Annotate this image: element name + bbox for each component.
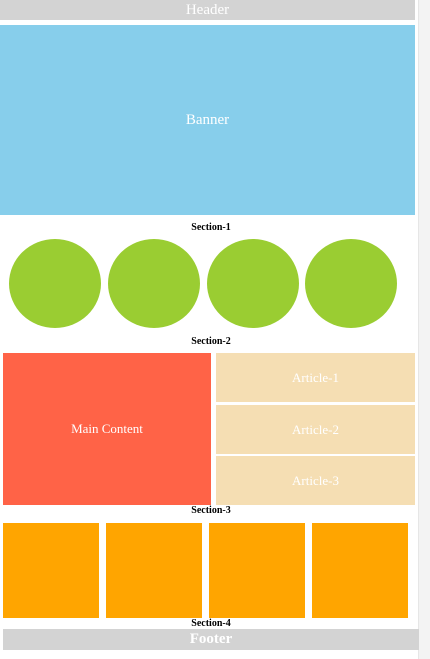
main-content: Main Content [3, 353, 211, 505]
page-footer: Footer [3, 629, 419, 650]
article-1: Article-1 [216, 353, 415, 402]
footer-label: Footer [189, 631, 233, 647]
circle-item [207, 239, 299, 328]
page-header: Header [0, 0, 415, 20]
section-2-label: Section-2 [191, 336, 231, 347]
page-scrollbar[interactable] [418, 0, 430, 659]
article-label: Article-2 [292, 421, 339, 437]
banner-label: Banner [185, 111, 230, 128]
article-label: Article-3 [292, 472, 339, 488]
article-label: Article-1 [292, 369, 339, 385]
section-1-label: Section-1 [191, 222, 231, 233]
circle-item [305, 239, 397, 328]
circle-item [9, 239, 101, 328]
orange-box [312, 523, 408, 618]
circle-item [108, 239, 200, 328]
section-3-label: Section-3 [191, 505, 231, 516]
article-3: Article-3 [216, 456, 415, 505]
section-4-label: Section-4 [191, 618, 231, 629]
header-label: Header [185, 1, 230, 18]
orange-box [106, 523, 202, 618]
main-content-label: Main Content [71, 421, 143, 436]
orange-box [209, 523, 305, 618]
banner: Banner [0, 25, 415, 215]
article-2: Article-2 [216, 405, 415, 454]
orange-box [3, 523, 99, 618]
